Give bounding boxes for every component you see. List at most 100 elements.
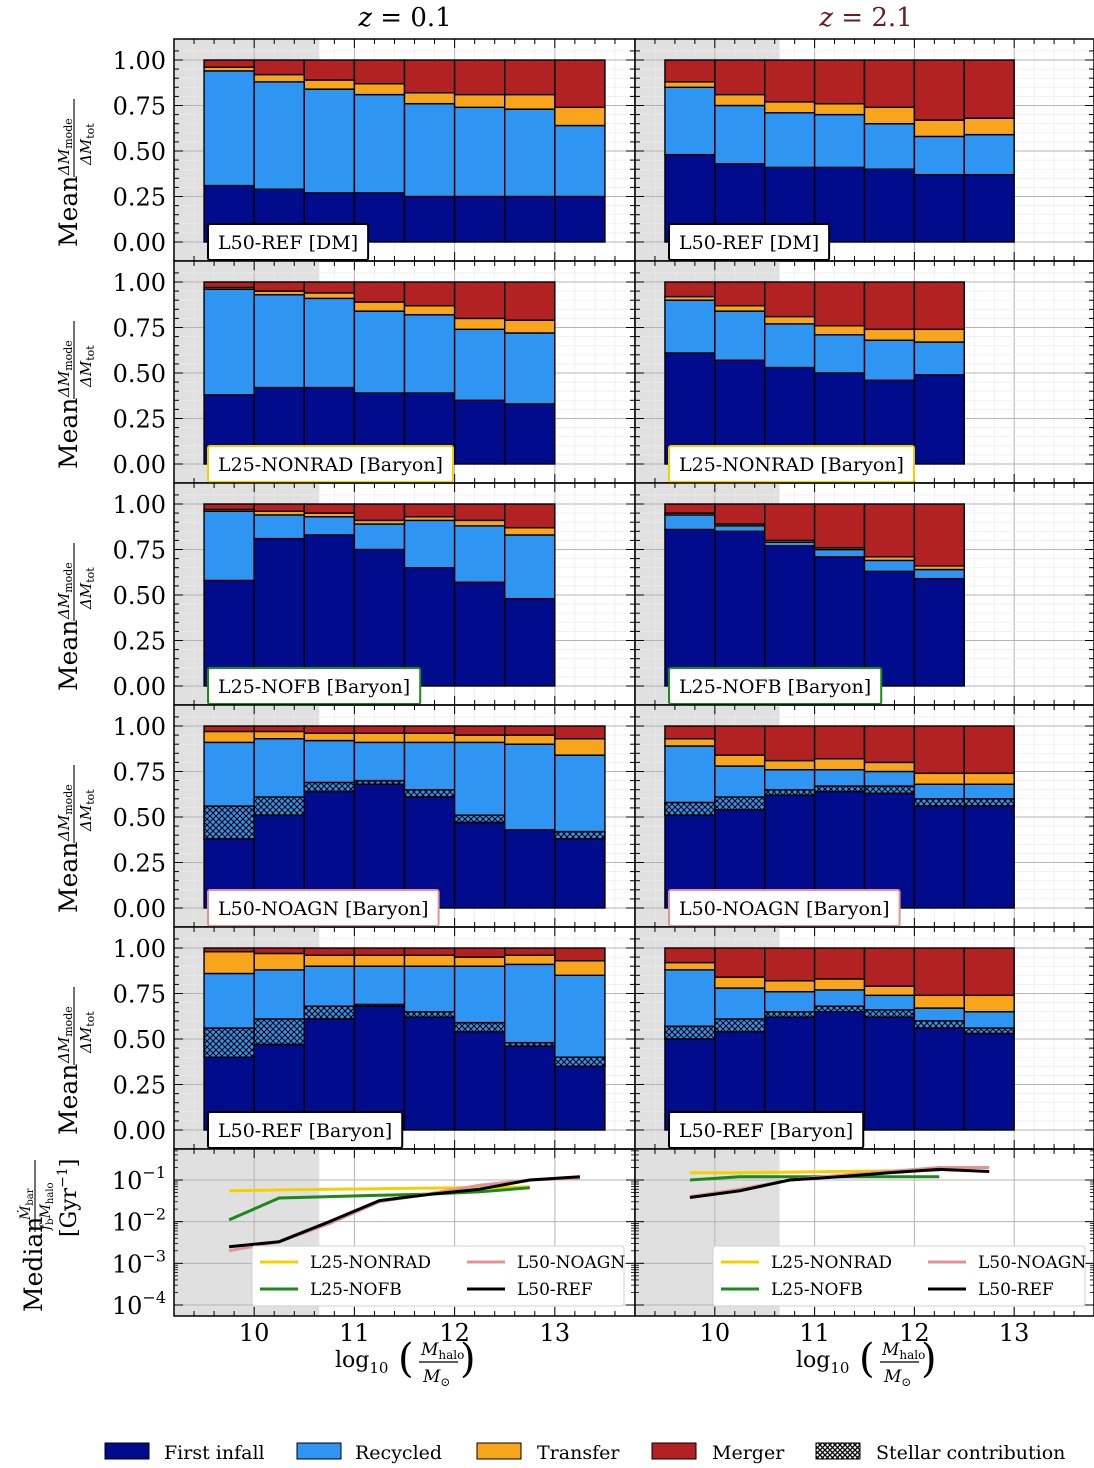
panel-label: L50-NOAGN [Baryon]	[679, 898, 890, 920]
bar-segment-transfer	[253, 730, 305, 740]
bar-segment-stellar	[863, 1009, 916, 1018]
bar-segment-recycled	[303, 297, 356, 389]
bar-segment-first-infall	[554, 1065, 606, 1131]
bar-segment-merger	[504, 725, 556, 736]
y-tick-label: 1.00	[113, 491, 166, 519]
bar-segment-recycled	[664, 514, 716, 531]
bar-segment-merger	[504, 281, 556, 321]
bar-segment-merger	[303, 59, 356, 81]
bar-segment-stellar	[203, 1027, 255, 1058]
y-label-denominator: ΔMtot	[77, 345, 97, 388]
y-tick-label: 0.00	[113, 895, 166, 923]
bar-segment-merger	[813, 503, 866, 549]
bar-segment-merger	[813, 725, 866, 760]
x-tick-label: 13	[999, 1319, 1030, 1347]
bar-segment-recycled	[664, 969, 716, 1027]
bar-segment-merger	[554, 59, 606, 109]
bar-segment-first-infall	[453, 195, 506, 243]
bar-segment-recycled	[963, 1011, 1015, 1029]
bar-segment-first-infall	[554, 838, 606, 909]
bar-panel-5-right: L50-REF [Baryon]	[634, 926, 1094, 1150]
series-line-l25-nofb	[228, 1186, 530, 1222]
bar-segment-stellar	[253, 1018, 305, 1046]
legend-label-transfer: Transfer	[537, 1442, 620, 1464]
bar-segment-first-infall	[963, 1032, 1015, 1131]
y-tick-label: 0.00	[113, 1117, 166, 1145]
legend-item-recycled: Recycled	[296, 1442, 442, 1464]
bar-segment-recycled	[813, 768, 866, 787]
bar-segment-first-infall	[863, 168, 916, 243]
bar-segment-recycled	[764, 323, 816, 369]
bar-segment-first-infall	[913, 805, 965, 909]
panel-label-box	[668, 445, 915, 483]
bar-segment-recycled	[253, 738, 305, 798]
bar-segment-merger	[764, 281, 816, 318]
bar-segment-recycled	[913, 135, 965, 176]
y-label-mean: Mean	[54, 1064, 83, 1135]
bar-segment-merger	[913, 281, 965, 331]
bar-segment-merger	[963, 947, 1015, 997]
bar-segment-transfer	[664, 738, 716, 747]
bar-segment-stellar	[403, 1011, 456, 1018]
bar-panel-1-left: 0.00 0.25 0.50 0.75 1.00 L50-REF [DM]	[113, 38, 636, 262]
bar-panel-5-left: 0.00 0.25 0.50 0.75 1.00 L50-REF [Baryon]	[113, 926, 636, 1150]
legend-item-first-infall: First infall	[104, 1442, 265, 1464]
bar-segment-first-infall	[913, 577, 965, 687]
bar-segment-merger	[664, 503, 716, 514]
bar-segment-merger	[403, 59, 456, 94]
bar-segment-merger	[303, 725, 356, 734]
y-tick-label: 0.25	[113, 406, 166, 434]
panel-label: L50-REF [Baryon]	[218, 1120, 392, 1142]
bar-segment-first-infall	[554, 195, 606, 243]
bar-segment-merger	[863, 59, 916, 109]
bar-segment-merger	[863, 725, 916, 764]
panel-label: L25-NONRAD [Baryon]	[679, 454, 904, 476]
bar-segment-merger	[913, 503, 965, 567]
bar-segment-merger	[764, 503, 816, 542]
bar-segment-recycled	[963, 133, 1015, 176]
bar-segment-recycled	[253, 969, 305, 1020]
bar-segment-recycled	[403, 519, 456, 569]
panel-grid: 0.00 0.25 0.50 0.75 1.00 L50-REF [DM] L50-REF …	[112, 38, 1094, 1347]
bar-segment-transfer	[963, 772, 1015, 785]
y-tick-label-log: 10−4	[112, 1288, 166, 1320]
bar-segment-first-infall	[453, 821, 506, 909]
bar-segment-transfer	[714, 976, 766, 989]
line-legend-box	[251, 1245, 625, 1307]
bar-segment-merger	[664, 281, 716, 298]
bar-segment-merger	[504, 59, 556, 96]
bar-segment-recycled	[554, 124, 606, 198]
y-label-mean: Mean	[54, 842, 83, 913]
bar-segment-transfer	[764, 980, 816, 993]
legend-label-l50-ref: L50-REF	[978, 1280, 1054, 1300]
bar-segment-recycled	[764, 112, 816, 169]
panel-label-box	[207, 223, 370, 261]
bar-segment-recycled	[403, 102, 456, 198]
bar-segment-recycled	[554, 974, 606, 1058]
x-axis-label-right: log10 ( Mhalo M⊙ )	[796, 1336, 937, 1389]
line-panel-left: 10−110−210−310−410 11 12 13L25-NONRADL25-NO…	[112, 1148, 636, 1347]
panel-label-box	[668, 223, 831, 261]
bar-segment-merger	[353, 281, 406, 303]
x-tick-label: 11	[799, 1319, 830, 1347]
bar-segment-recycled	[303, 965, 356, 1007]
legend-label-l50-noagn: L50-NOAGN	[978, 1253, 1086, 1273]
x-tick-label: 13	[540, 1319, 571, 1347]
bar-segment-transfer	[913, 119, 965, 138]
bar-segment-first-infall	[664, 528, 716, 687]
bar-segment-first-infall	[813, 790, 866, 909]
y-tick-label: 1.00	[113, 935, 166, 963]
bar-segment-merger	[353, 725, 406, 734]
bar-segment-transfer	[963, 117, 1015, 136]
bar-segment-transfer	[664, 961, 716, 971]
panel-label: L25-NOFB [Baryon]	[679, 676, 871, 698]
column-title-left: z = 0.1	[357, 3, 451, 33]
bar-segment-merger	[453, 947, 506, 958]
legend-label-l50-ref: L50-REF	[517, 1280, 593, 1300]
bar-panel-3-left: 0.00 0.25 0.50 0.75 1.00 L25-NOFB [Baryon]	[113, 482, 636, 706]
y-tick-label-log: 10−2	[112, 1205, 166, 1237]
bar-segment-first-infall	[863, 1016, 916, 1131]
bar-segment-recycled	[554, 754, 606, 833]
bar-segment-stellar	[453, 1021, 506, 1033]
bar-segment-recycled	[253, 514, 305, 540]
